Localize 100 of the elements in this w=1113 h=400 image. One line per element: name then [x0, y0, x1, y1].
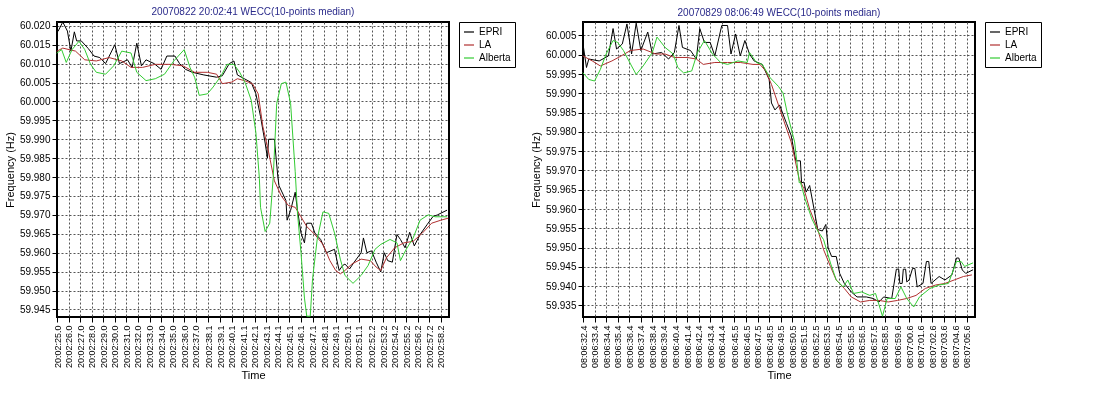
x-tick-label: 08:06:34.4 — [601, 325, 612, 369]
x-tick-label: 20:02:45.1 — [284, 325, 295, 369]
x-tick-label: 08:06:44.4 — [717, 325, 728, 369]
x-tick-label: 20:02:27.0 — [75, 325, 86, 369]
x-tick-label: 08:06:53.5 — [822, 325, 833, 369]
y-tick-label: 59.955 — [19, 266, 51, 278]
x-tick-label: 20:02:43.1 — [261, 325, 272, 369]
y-axis-title: Frequency (Hz) — [3, 132, 16, 208]
x-tick-label: 08:07:04.6 — [950, 325, 961, 369]
x-tick-label: 08:06:56.5 — [857, 325, 868, 369]
x-tick-label: 20:02:37.0 — [191, 325, 202, 369]
y-tick-label: 59.975 — [19, 190, 51, 202]
chart-title: 20070829 08:06:49 WECC(10-points median) — [677, 6, 881, 18]
x-axis-title: Time — [767, 369, 792, 382]
x-tick-label: 08:06:48.5 — [764, 325, 775, 369]
y-tick-label: 59.990 — [545, 87, 577, 99]
x-tick-label: 08:06:40.4 — [671, 325, 682, 369]
x-tick-label: 20:02:47.1 — [308, 325, 319, 369]
x-tick-label: 20:02:36.0 — [179, 325, 190, 369]
x-tick-label: 08:06:57.5 — [868, 325, 879, 369]
x-tick-label: 20:02:40.1 — [227, 325, 238, 369]
x-tick-label: 20:02:34.0 — [156, 325, 167, 369]
y-tick-label: 59.995 — [19, 114, 51, 126]
x-tick-label: 20:02:38.1 — [203, 325, 214, 369]
x-tick-label: 08:06:43.4 — [705, 325, 716, 369]
y-tick-label: 59.950 — [545, 242, 577, 254]
x-tick-label: 08:06:37.4 — [636, 325, 647, 369]
x-tick-label: 20:02:44.1 — [273, 325, 284, 369]
x-tick-label: 08:06:47.5 — [753, 325, 764, 369]
x-tick-label: 20:02:50.1 — [342, 325, 353, 369]
y-tick-label: 59.960 — [19, 247, 51, 259]
y-tick-label: 60.020 — [19, 20, 51, 32]
x-tick-label: 08:06:51.5 — [799, 325, 810, 369]
x-tick-label: 20:02:52.2 — [367, 325, 378, 369]
x-tick-label: 08:06:50.5 — [787, 325, 798, 369]
x-tick-label: 08:06:36.4 — [624, 325, 635, 369]
x-tick-label: 08:06:52.5 — [810, 325, 821, 369]
legend-label: EPRI — [479, 26, 503, 37]
x-axis-title: Time — [241, 369, 266, 382]
x-tick-label: 20:02:57.2 — [424, 325, 435, 369]
y-tick-label: 60.005 — [19, 77, 51, 89]
x-tick-label: 08:06:45.5 — [729, 325, 740, 369]
y-tick-label: 59.965 — [19, 228, 51, 240]
x-tick-label: 20:02:31.0 — [121, 325, 132, 369]
y-tick-label: 60.000 — [545, 49, 577, 61]
y-tick-label: 59.935 — [545, 299, 577, 311]
y-tick-label: 60.015 — [19, 39, 51, 51]
x-tick-label: 20:02:33.0 — [145, 325, 156, 369]
x-tick-label: 08:06:54.5 — [834, 325, 845, 369]
y-tick-label: 59.990 — [19, 133, 51, 145]
legend-label: LA — [1005, 39, 1018, 50]
x-tick-label: 20:02:53.2 — [378, 325, 389, 369]
y-tick-label: 59.965 — [545, 184, 577, 196]
x-tick-label: 20:02:28.0 — [87, 325, 98, 369]
x-tick-label: 08:07:01.6 — [916, 325, 927, 369]
x-tick-label: 08:06:38.4 — [647, 325, 658, 369]
y-tick-label: 59.970 — [545, 164, 577, 176]
y-tick-label: 59.980 — [545, 126, 577, 138]
y-tick-label: 59.980 — [19, 171, 51, 183]
y-tick-label: 59.975 — [545, 145, 577, 157]
y-tick-label: 59.985 — [545, 107, 577, 119]
x-tick-label: 08:06:49.5 — [776, 325, 787, 369]
x-tick-label: 20:02:55.2 — [401, 325, 412, 369]
legend-label: Alberta — [479, 52, 512, 63]
x-tick-label: 08:06:32.4 — [578, 325, 589, 369]
x-tick-label: 20:02:49.1 — [331, 325, 342, 369]
x-tick-label: 08:06:39.4 — [659, 325, 670, 369]
x-tick-label: 20:02:25.0 — [52, 325, 63, 369]
x-tick-label: 08:06:35.4 — [613, 325, 624, 369]
x-tick-label: 08:06:58.5 — [880, 325, 891, 369]
y-tick-label: 59.945 — [545, 261, 577, 273]
y-tick-label: 59.955 — [545, 222, 577, 234]
x-tick-label: 08:06:59.6 — [893, 325, 904, 369]
x-tick-label: 08:06:41.4 — [682, 325, 693, 369]
x-tick-label: 08:06:55.5 — [845, 325, 856, 369]
legend-label: LA — [479, 39, 492, 50]
x-tick-label: 08:06:42.4 — [694, 325, 705, 369]
legend-label: Alberta — [1005, 52, 1038, 63]
x-tick-label: 20:02:39.1 — [215, 325, 226, 369]
x-tick-label: 20:02:54.2 — [390, 325, 401, 369]
y-tick-label: 60.005 — [545, 30, 577, 41]
x-tick-label: 20:02:32.0 — [133, 325, 144, 369]
x-tick-label: 20:02:35.0 — [168, 325, 179, 369]
y-tick-label: 59.940 — [545, 280, 577, 292]
x-tick-label: 20:02:48.1 — [319, 325, 330, 369]
y-tick-label: 59.985 — [19, 152, 51, 164]
x-tick-label: 08:07:05.6 — [962, 325, 973, 369]
y-tick-label: 59.995 — [545, 68, 577, 80]
y-tick-label: 59.960 — [545, 203, 577, 215]
x-tick-label: 20:02:58.2 — [436, 325, 447, 369]
y-tick-label: 60.010 — [19, 58, 51, 70]
x-tick-label: 08:06:33.4 — [590, 325, 601, 369]
x-tick-label: 08:07:02.6 — [927, 325, 938, 369]
y-tick-label: 60.000 — [19, 95, 51, 107]
y-tick-label: 59.950 — [19, 285, 51, 297]
x-tick-label: 20:02:26.0 — [64, 325, 75, 369]
x-tick-label: 08:07:00.6 — [904, 325, 915, 369]
x-tick-label: 20:02:30.0 — [110, 325, 121, 369]
chart-title: 20070822 20:02:41 WECC(10-points median) — [151, 5, 355, 17]
x-tick-label: 20:02:46.1 — [296, 325, 307, 369]
